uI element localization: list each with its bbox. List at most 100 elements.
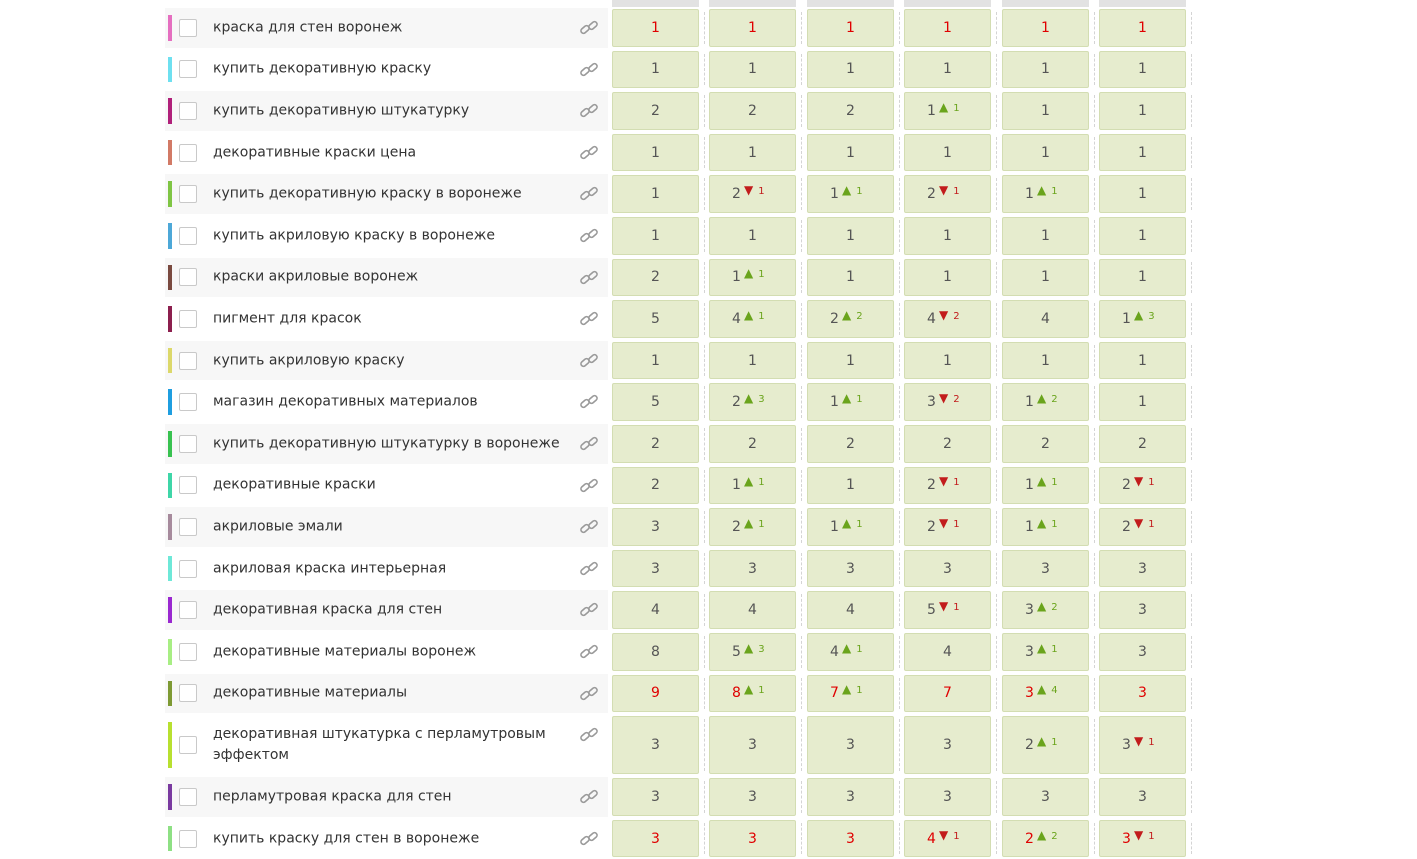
link-icon[interactable] <box>579 184 599 204</box>
position-cell[interactable]: 1 <box>612 341 705 380</box>
row-checkbox[interactable] <box>179 143 197 162</box>
position-cell[interactable]: 1 ▲ 1 <box>807 383 900 421</box>
position-cell[interactable]: 1 <box>1099 9 1192 47</box>
position-cell[interactable]: 2 <box>612 425 705 463</box>
link-icon[interactable] <box>579 476 599 496</box>
position-cell[interactable]: 2 ▲ 1 <box>1002 716 1095 775</box>
link-icon[interactable] <box>579 392 599 412</box>
position-cell[interactable]: 1 ▲ 3 <box>1099 300 1192 338</box>
position-cell[interactable]: 4 <box>1002 300 1095 338</box>
position-cell[interactable]: 1 <box>612 175 705 213</box>
column-header-3[interactable] <box>807 0 894 7</box>
link-icon[interactable] <box>579 517 599 537</box>
link-icon[interactable] <box>579 18 599 38</box>
link-icon[interactable] <box>579 642 599 662</box>
position-cell[interactable]: 2 <box>709 92 802 130</box>
position-cell[interactable]: 1 <box>1002 133 1095 172</box>
position-cell[interactable]: 2 <box>709 425 802 463</box>
position-cell[interactable]: 2 ▼ 1 <box>1099 466 1192 505</box>
position-cell[interactable]: 1 <box>1002 258 1095 297</box>
row-checkbox[interactable] <box>179 829 197 848</box>
column-header-2[interactable] <box>709 0 796 7</box>
position-cell[interactable]: 2 ▲ 3 <box>709 383 802 421</box>
position-cell[interactable]: 8 <box>612 633 705 671</box>
position-cell[interactable]: 8 ▲ 1 <box>709 674 802 713</box>
position-cell[interactable]: 3 ▼ 1 <box>1099 716 1192 775</box>
position-cell[interactable]: 3 <box>807 778 900 816</box>
link-icon[interactable] <box>579 559 599 579</box>
position-cell[interactable]: 4 ▼ 2 <box>904 300 997 338</box>
position-cell[interactable]: 1 <box>1002 217 1095 255</box>
position-cell[interactable]: 4 <box>807 591 900 629</box>
position-cell[interactable]: 1 ▲ 1 <box>1002 466 1095 505</box>
link-icon[interactable] <box>579 143 599 163</box>
row-checkbox[interactable] <box>179 517 197 536</box>
position-cell[interactable]: 2 ▲ 2 <box>1002 819 1095 858</box>
row-checkbox[interactable] <box>179 787 197 806</box>
position-cell[interactable]: 1 <box>807 133 900 172</box>
position-cell[interactable]: 1 ▲ 1 <box>807 508 900 546</box>
position-cell[interactable]: 7 ▲ 1 <box>807 674 900 713</box>
position-cell[interactable]: 3 <box>807 819 900 858</box>
position-cell[interactable]: 1 <box>1002 341 1095 380</box>
position-cell[interactable]: 2 <box>1099 425 1192 463</box>
position-cell[interactable]: 1 <box>807 50 900 89</box>
position-cell[interactable]: 1 <box>904 133 997 172</box>
row-checkbox[interactable] <box>179 351 197 370</box>
position-cell[interactable]: 1 <box>1099 383 1192 421</box>
position-cell[interactable]: 3 <box>1099 549 1192 588</box>
row-checkbox[interactable] <box>179 185 197 204</box>
link-icon[interactable] <box>579 351 599 371</box>
position-cell[interactable]: 3 <box>1099 633 1192 671</box>
position-cell[interactable]: 7 <box>904 674 997 713</box>
position-cell[interactable]: 2 <box>904 425 997 463</box>
position-cell[interactable]: 1 ▲ 1 <box>1002 175 1095 213</box>
link-icon[interactable] <box>579 600 599 620</box>
position-cell[interactable]: 4 ▲ 1 <box>709 300 802 338</box>
position-cell[interactable]: 1 <box>1099 341 1192 380</box>
position-cell[interactable]: 3 <box>709 778 802 816</box>
position-cell[interactable]: 3 ▼ 2 <box>904 383 997 421</box>
position-cell[interactable]: 3 <box>1099 778 1192 816</box>
row-checkbox[interactable] <box>179 684 197 703</box>
position-cell[interactable]: 3 <box>1002 778 1095 816</box>
position-cell[interactable]: 2 <box>612 466 705 505</box>
position-cell[interactable]: 1 <box>709 50 802 89</box>
position-cell[interactable]: 3 ▲ 2 <box>1002 591 1095 629</box>
position-cell[interactable]: 2 <box>612 92 705 130</box>
position-cell[interactable]: 1 <box>1099 133 1192 172</box>
link-icon[interactable] <box>579 101 599 121</box>
link-icon[interactable] <box>579 684 599 704</box>
link-icon[interactable] <box>579 226 599 246</box>
row-checkbox[interactable] <box>179 434 197 453</box>
position-cell[interactable]: 2 ▼ 1 <box>904 466 997 505</box>
position-cell[interactable]: 4 <box>612 591 705 629</box>
position-cell[interactable]: 1 <box>1002 50 1095 89</box>
position-cell[interactable]: 3 <box>1099 674 1192 713</box>
position-cell[interactable]: 1 <box>612 9 705 47</box>
position-cell[interactable]: 1 <box>709 341 802 380</box>
position-cell[interactable]: 3 <box>612 549 705 588</box>
position-cell[interactable]: 1 ▲ 1 <box>709 258 802 297</box>
row-checkbox[interactable] <box>179 60 197 79</box>
column-header-1[interactable] <box>612 0 699 7</box>
row-checkbox[interactable] <box>179 559 197 578</box>
link-icon[interactable] <box>579 829 599 849</box>
position-cell[interactable]: 2 ▲ 1 <box>709 508 802 546</box>
row-checkbox[interactable] <box>179 736 197 755</box>
position-cell[interactable]: 4 ▼ 1 <box>904 819 997 858</box>
position-cell[interactable]: 1 ▲ 1 <box>807 175 900 213</box>
position-cell[interactable]: 1 ▲ 2 <box>1002 383 1095 421</box>
position-cell[interactable]: 2 <box>1002 425 1095 463</box>
position-cell[interactable]: 3 <box>612 716 705 775</box>
position-cell[interactable]: 3 ▼ 1 <box>1099 819 1192 858</box>
position-cell[interactable]: 3 ▲ 4 <box>1002 674 1095 713</box>
position-cell[interactable]: 1 <box>807 9 900 47</box>
row-checkbox[interactable] <box>179 393 197 412</box>
position-cell[interactable]: 1 <box>904 50 997 89</box>
position-cell[interactable]: 5 ▼ 1 <box>904 591 997 629</box>
position-cell[interactable]: 2 ▼ 1 <box>1099 508 1192 546</box>
position-cell[interactable]: 2 ▼ 1 <box>904 175 997 213</box>
position-cell[interactable]: 3 <box>904 778 997 816</box>
position-cell[interactable]: 3 <box>612 778 705 816</box>
